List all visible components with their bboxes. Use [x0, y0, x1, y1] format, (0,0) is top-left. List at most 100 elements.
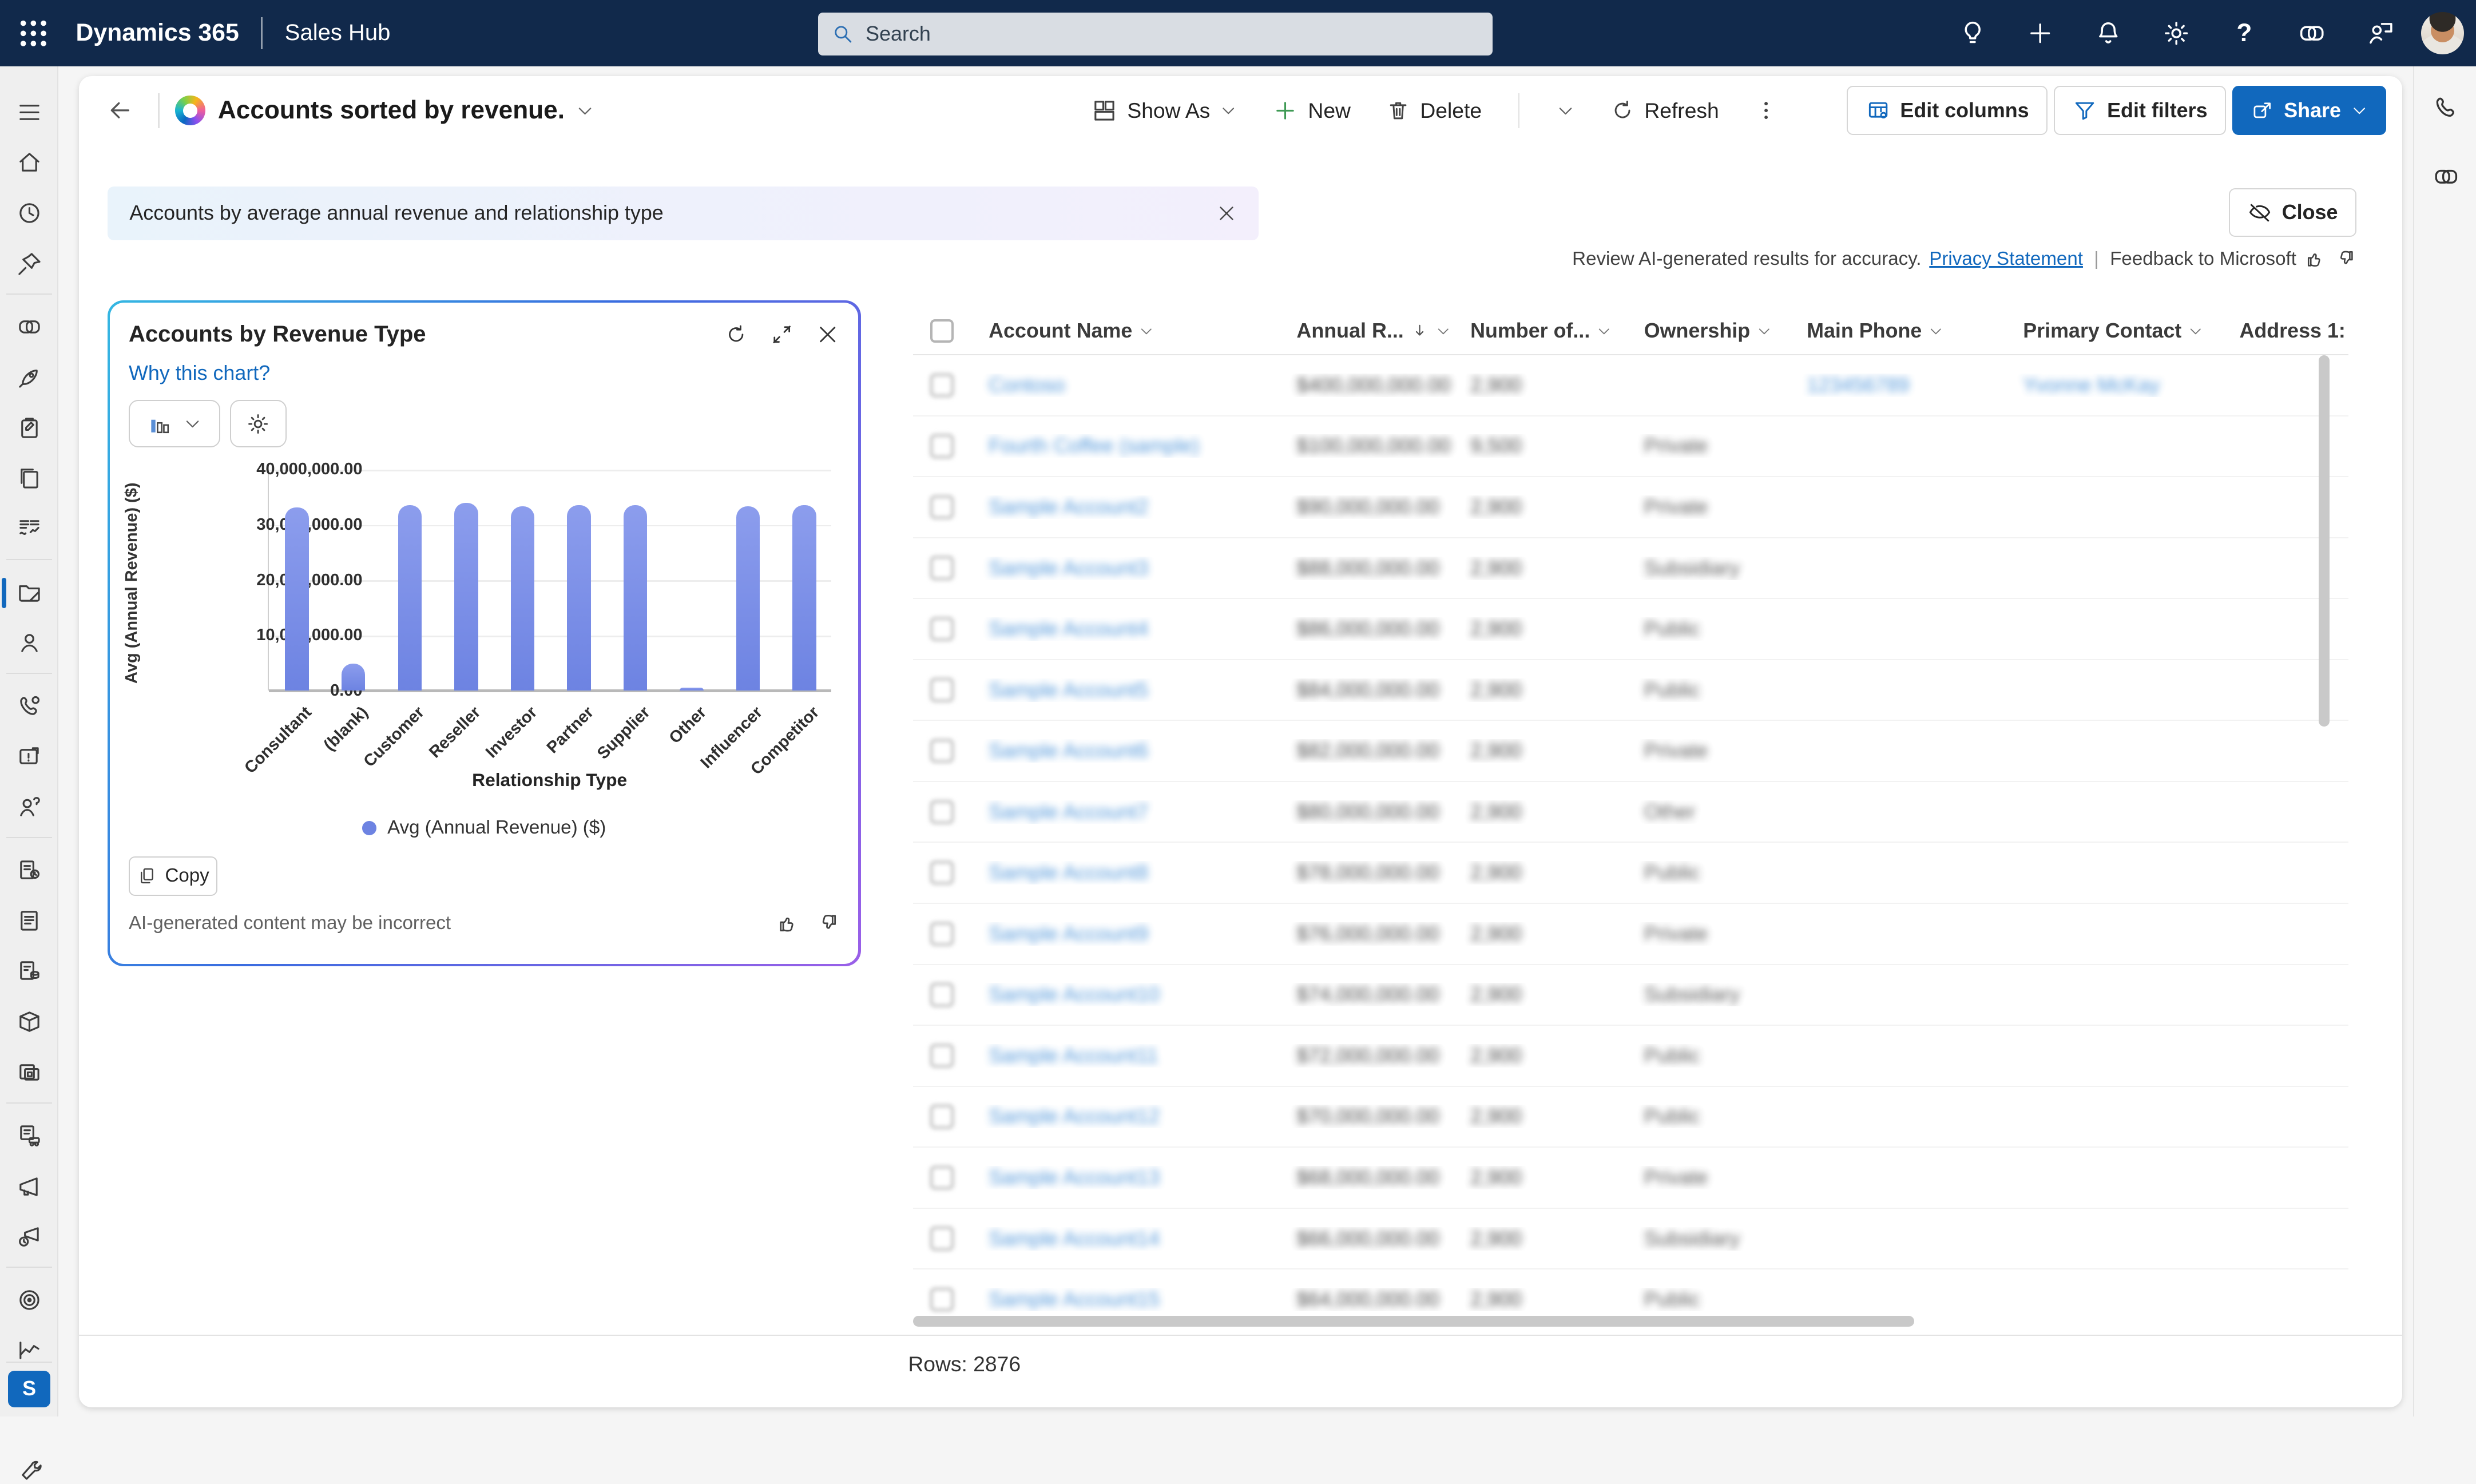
- plus-icon[interactable]: [2014, 6, 2068, 60]
- table-row[interactable]: Contoso $400,000,000.00 2,900 123456789 Yvon…: [912, 355, 2348, 416]
- cell-account-name[interactable]: Contoso: [989, 373, 1065, 396]
- table-row[interactable]: Sample Account10 $74,000,000.00 2,900 Subsi…: [912, 965, 2348, 1026]
- table-row[interactable]: Sample Account12 $70,000,000.00 2,900 Publi…: [912, 1087, 2348, 1148]
- edit-filters-button[interactable]: Edit filters: [2054, 86, 2226, 136]
- recent-icon[interactable]: [0, 193, 58, 234]
- products-icon[interactable]: [0, 1001, 58, 1042]
- horizontal-scrollbar[interactable]: [912, 1315, 1914, 1327]
- cell-account-name[interactable]: Sample Account12: [989, 1105, 1160, 1128]
- table-row[interactable]: Sample Account4 $86,000,000.00 2,900 Public: [912, 599, 2348, 660]
- row-checkbox[interactable]: [930, 800, 954, 824]
- column-header-3[interactable]: Ownership: [1632, 319, 1794, 343]
- sales-accelerator-icon[interactable]: [0, 357, 58, 398]
- table-row[interactable]: Sample Account9 $76,000,000.00 2,900 Privat…: [912, 904, 2348, 965]
- column-header-4[interactable]: Main Phone: [1794, 319, 2010, 343]
- row-checkbox[interactable]: [930, 373, 954, 398]
- row-checkbox[interactable]: [930, 983, 954, 1007]
- contacts-icon[interactable]: [0, 622, 58, 664]
- cell-account-name[interactable]: Sample Account6: [989, 739, 1149, 763]
- avatar[interactable]: [2421, 11, 2464, 55]
- cell-account-name[interactable]: Sample Account8: [989, 861, 1149, 884]
- orders-icon[interactable]: [0, 900, 58, 942]
- share-button[interactable]: Share: [2232, 86, 2387, 136]
- chart-expand-icon[interactable]: [770, 323, 793, 346]
- row-checkbox[interactable]: [930, 1227, 954, 1251]
- table-row[interactable]: Sample Account3 $88,000,000.00 2,900 Subsid…: [912, 538, 2348, 600]
- cell-account-name[interactable]: Sample Account4: [989, 617, 1149, 641]
- accounts-icon[interactable]: [0, 572, 58, 613]
- delete-split-chevron[interactable]: [1542, 92, 1589, 129]
- view-selector[interactable]: Accounts sorted by revenue.: [218, 96, 595, 125]
- forecasts-icon[interactable]: [0, 1330, 58, 1371]
- cell-main-phone[interactable]: 123456789: [1807, 373, 1910, 396]
- table-row[interactable]: Fourth Coffee (sample) $100,000,000.00 9,5…: [912, 416, 2348, 478]
- metrics-icon[interactable]: [0, 509, 58, 550]
- cell-account-name[interactable]: Sample Account15: [989, 1288, 1160, 1311]
- copilot-icon[interactable]: [2285, 6, 2339, 60]
- cases-icon[interactable]: [0, 736, 58, 777]
- show-as-button[interactable]: Show As: [1077, 88, 1251, 133]
- cell-account-name[interactable]: Fourth Coffee (sample): [989, 434, 1200, 458]
- row-checkbox[interactable]: [930, 739, 954, 763]
- column-header-0[interactable]: Account Name: [976, 319, 1284, 343]
- table-row[interactable]: Sample Account5 $84,000,000.00 2,900 Public: [912, 660, 2348, 721]
- table-row[interactable]: Sample Account14 $66,000,000.00 2,900 Subsi…: [912, 1209, 2348, 1270]
- row-checkbox[interactable]: [930, 617, 954, 641]
- thumbs-down-icon[interactable]: [816, 911, 839, 935]
- chart-type-dropdown[interactable]: [128, 400, 221, 448]
- copilot-icon[interactable]: [2414, 148, 2476, 205]
- search-input[interactable]: [866, 22, 1480, 46]
- row-checkbox[interactable]: [930, 861, 954, 885]
- area-switcher-badge[interactable]: S: [7, 1371, 51, 1407]
- dashboards-icon[interactable]: [0, 458, 58, 499]
- phone-icon[interactable]: [2414, 79, 2476, 136]
- table-row[interactable]: Sample Account11 $72,000,000.00 2,900 Publi…: [912, 1026, 2348, 1087]
- privacy-statement-link[interactable]: Privacy Statement: [1929, 248, 2083, 269]
- thumbs-up-icon[interactable]: [2304, 248, 2327, 270]
- chart-settings-button[interactable]: [229, 400, 287, 448]
- global-search[interactable]: [818, 13, 1493, 55]
- row-checkbox[interactable]: [930, 678, 954, 702]
- waffle-icon[interactable]: [16, 16, 51, 51]
- feedback-link[interactable]: Feedback to Microsoft: [2110, 248, 2296, 269]
- row-checkbox[interactable]: [930, 556, 954, 580]
- gear-icon[interactable]: [2149, 6, 2203, 60]
- cell-account-name[interactable]: Sample Account2: [989, 495, 1149, 518]
- table-row[interactable]: Sample Account7 $80,000,000.00 2,900 Other: [912, 782, 2348, 843]
- row-checkbox[interactable]: [930, 1043, 954, 1068]
- row-checkbox[interactable]: [930, 1165, 954, 1190]
- column-header-6[interactable]: Address 1: C: [2239, 319, 2348, 343]
- edit-columns-button[interactable]: Edit columns: [1847, 86, 2048, 136]
- cell-account-name[interactable]: Sample Account5: [989, 678, 1149, 701]
- menu-icon[interactable]: [0, 92, 58, 133]
- thumbs-down-icon[interactable]: [2334, 248, 2356, 270]
- shipments-icon[interactable]: [0, 1115, 58, 1156]
- cell-primary-contact[interactable]: Yvonne McKay: [2023, 373, 2160, 396]
- activities-icon[interactable]: [0, 407, 58, 449]
- close-insights-button[interactable]: Close: [2228, 188, 2356, 237]
- table-row[interactable]: Sample Account13 $68,000,000.00 2,900 Priva…: [912, 1148, 2348, 1209]
- row-checkbox[interactable]: [930, 1287, 954, 1312]
- chart-refresh-icon[interactable]: [724, 323, 748, 346]
- marketing-lists-icon[interactable]: [0, 1165, 58, 1207]
- banner-close-icon[interactable]: [1216, 203, 1237, 224]
- competitors-icon[interactable]: [0, 787, 58, 828]
- copy-button[interactable]: Copy: [128, 856, 217, 896]
- cell-account-name[interactable]: Sample Account14: [989, 1227, 1160, 1250]
- quotes-icon[interactable]: [0, 850, 58, 891]
- refresh-button[interactable]: Refresh: [1596, 89, 1733, 133]
- sales-literature-icon[interactable]: [0, 1052, 58, 1093]
- invoices-icon[interactable]: [0, 951, 58, 992]
- table-row[interactable]: Sample Account2 $90,000,000.00 2,900 Privat…: [912, 477, 2348, 538]
- select-all-checkbox[interactable]: [930, 319, 954, 343]
- table-row[interactable]: Sample Account15 $64,000,000.00 2,900 Publi…: [913, 1269, 2348, 1315]
- table-row[interactable]: Sample Account8 $78,000,000.00 2,900 Public: [912, 843, 2348, 904]
- column-header-5[interactable]: Primary Contact: [2010, 319, 2227, 343]
- cell-account-name[interactable]: Sample Account9: [989, 922, 1149, 945]
- copilot-icon[interactable]: [0, 307, 58, 348]
- cell-account-name[interactable]: Sample Account10: [989, 983, 1160, 1006]
- more-commands-button[interactable]: [1740, 89, 1793, 133]
- column-header-2[interactable]: Number of...: [1458, 319, 1632, 343]
- back-icon[interactable]: [98, 89, 142, 133]
- row-checkbox[interactable]: [930, 434, 954, 458]
